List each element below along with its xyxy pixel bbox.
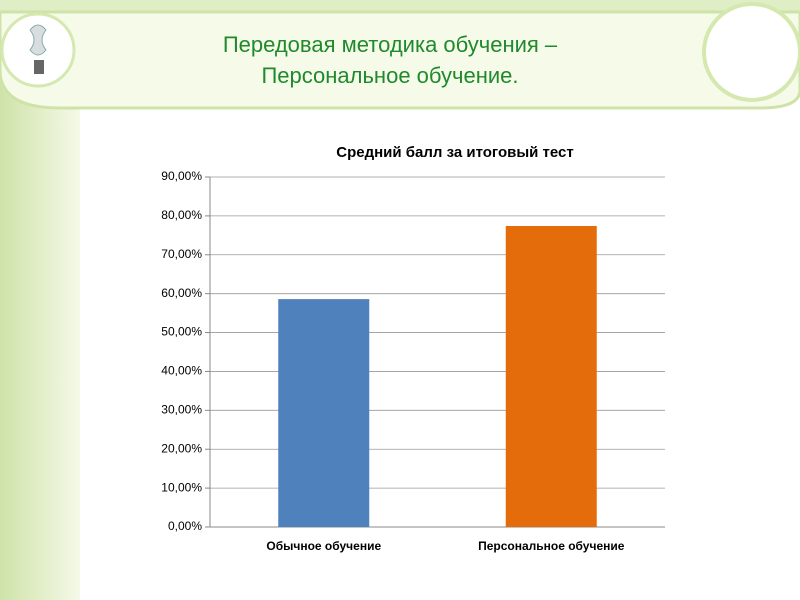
x-tick-label: Персональное обучение (478, 539, 625, 553)
x-tick-label: Обычное обучение (266, 539, 381, 553)
chart-title: Средний балл за итоговый тест (336, 144, 573, 161)
bulb-base (34, 60, 44, 74)
header-circle (702, 2, 800, 102)
slide-title: Персональное обучение. (261, 63, 518, 88)
y-tick-label: 70,00% (161, 247, 202, 261)
y-tick-label: 30,00% (161, 403, 202, 417)
bulb-icon (29, 24, 47, 56)
y-tick-label: 90,00% (161, 169, 202, 183)
y-tick-label: 0,00% (168, 519, 202, 533)
slide-title: Передовая методика обучения – (223, 32, 558, 57)
y-tick-label: 10,00% (161, 480, 202, 494)
bar (505, 226, 597, 527)
y-tick-label: 20,00% (161, 441, 202, 455)
bar (278, 299, 370, 527)
header (0, 10, 800, 110)
y-tick-label: 80,00% (161, 208, 202, 222)
y-tick-label: 60,00% (161, 286, 202, 300)
y-tick-label: 50,00% (161, 325, 202, 339)
y-tick-label: 40,00% (161, 364, 202, 378)
top-band (0, 0, 800, 12)
